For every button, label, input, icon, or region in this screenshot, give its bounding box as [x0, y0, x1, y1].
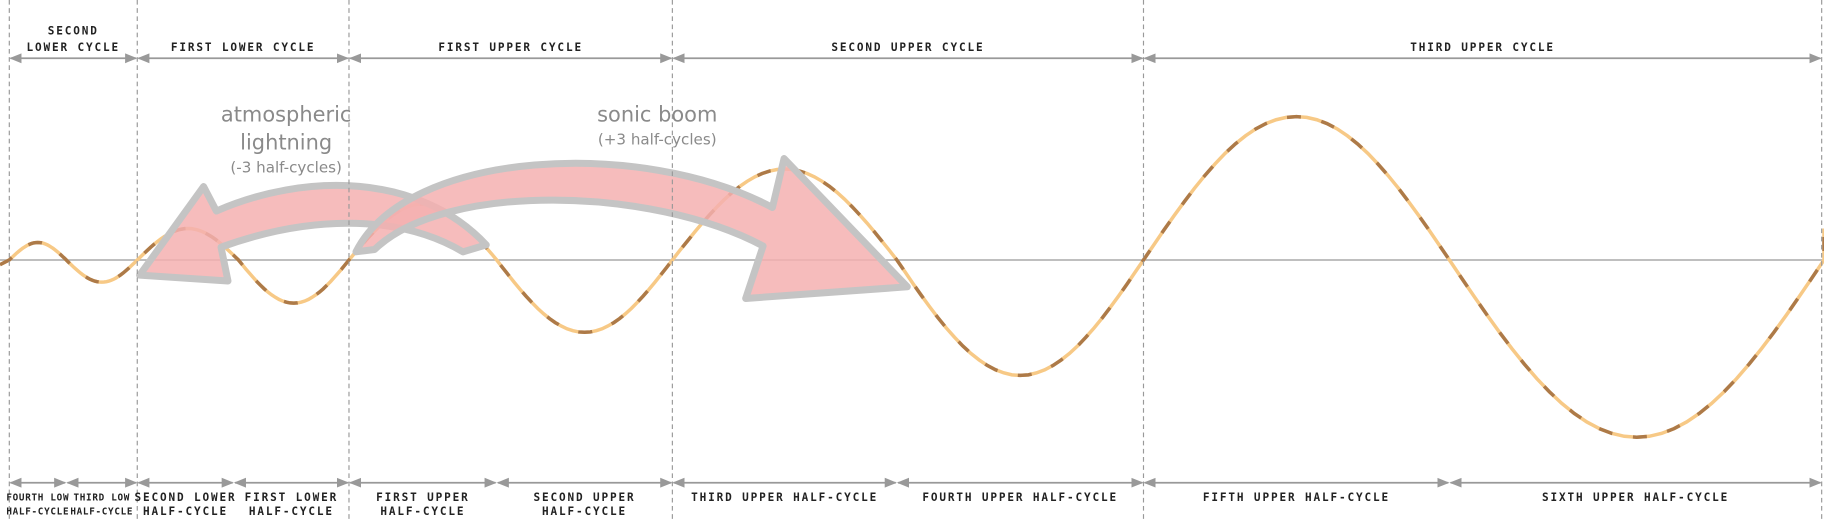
annotation-note: (+3 half-cycles)	[598, 130, 717, 148]
labels: SECOND LOWER CYCLE FIRST LOWER CYCLE FIRST …	[6, 24, 1729, 518]
half-cycle-label: HALF-CYCLE	[380, 505, 465, 518]
half-cycle-label: SECOND LOWER	[135, 491, 237, 504]
half-cycle-label: HALF-CYCLE	[6, 506, 69, 517]
top-cycle-label: LOWER CYCLE	[27, 41, 121, 54]
half-cycle-label: THIRD UPPER HALF-CYCLE	[691, 491, 878, 504]
wave	[0, 114, 1824, 439]
half-cycle-label: FOURTH UPPER HALF-CYCLE	[922, 491, 1118, 504]
annotation-note: (-3 half-cycles)	[230, 158, 342, 176]
half-cycle-label: HALF-CYCLE	[70, 506, 133, 517]
half-cycle-label: FOURTH LOW	[6, 492, 69, 503]
half-cycle-label: THIRD LOW	[73, 492, 130, 503]
guides	[8, 0, 1823, 520]
half-cycle-label: FIRST LOWER	[245, 491, 339, 504]
annotation: atmospheric	[221, 102, 351, 126]
top-cycle-label: THIRD UPPER CYCLE	[1410, 41, 1555, 54]
annotation: sonic boom	[597, 102, 717, 126]
top-cycle-label: FIRST UPPER CYCLE	[438, 41, 583, 54]
half-cycle-label: SECOND UPPER	[534, 491, 636, 504]
top-cycle-label: SECOND UPPER CYCLE	[831, 41, 984, 54]
wave-base	[0, 114, 1824, 439]
annotation: lightning	[240, 130, 332, 154]
half-cycle-label: HALF-CYCLE	[542, 505, 627, 518]
half-cycle-label: SIXTH UPPER HALF-CYCLE	[1542, 491, 1729, 504]
half-cycle-label: HALF-CYCLE	[249, 505, 334, 518]
half-cycle-label: HALF-CYCLE	[143, 505, 228, 518]
half-cycle-label: FIRST UPPER	[376, 491, 470, 504]
half-cycle-label: FIFTH UPPER HALF-CYCLE	[1203, 491, 1390, 504]
top-cycle-label: FIRST LOWER CYCLE	[171, 41, 316, 54]
sonic-boom-arrow	[352, 155, 911, 302]
top-cycle-label: SECOND	[48, 24, 99, 37]
